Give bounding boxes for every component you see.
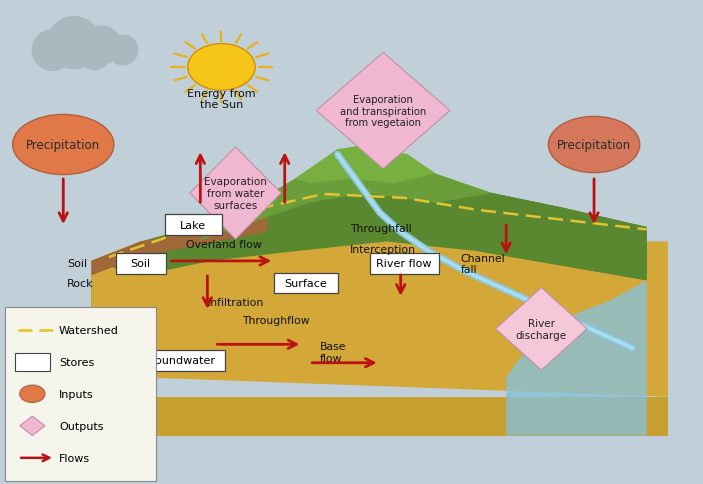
Polygon shape [197, 150, 534, 242]
Polygon shape [91, 218, 267, 276]
Text: Inputs: Inputs [59, 389, 93, 399]
Text: Outputs: Outputs [59, 421, 103, 431]
Ellipse shape [47, 17, 101, 70]
Polygon shape [91, 261, 141, 339]
Polygon shape [295, 145, 436, 184]
Text: Channel
fall: Channel fall [460, 253, 505, 274]
Polygon shape [20, 416, 45, 436]
Polygon shape [496, 288, 587, 370]
Ellipse shape [32, 30, 74, 72]
Text: Throughflow: Throughflow [243, 316, 310, 325]
Polygon shape [91, 242, 668, 397]
Text: Infiltration: Infiltration [207, 298, 264, 307]
Text: Throughfall: Throughfall [350, 224, 412, 233]
Ellipse shape [79, 40, 110, 71]
Text: Groundwater: Groundwater [143, 356, 216, 365]
Text: Rock: Rock [67, 278, 93, 288]
Ellipse shape [13, 115, 114, 175]
Polygon shape [91, 242, 141, 397]
Text: Overland flow: Overland flow [186, 240, 262, 249]
Text: Evaporation
and transpiration
from vegetaion: Evaporation and transpiration from veget… [340, 95, 426, 128]
FancyBboxPatch shape [115, 254, 166, 274]
Text: Lake: Lake [180, 220, 207, 230]
Polygon shape [190, 148, 281, 240]
Polygon shape [506, 281, 647, 436]
Circle shape [188, 45, 255, 91]
Ellipse shape [548, 117, 640, 173]
Text: Energy from
the Sun: Energy from the Sun [187, 89, 256, 110]
Text: Evaporation
from water
surfaces: Evaporation from water surfaces [204, 177, 267, 210]
Text: Watershed: Watershed [59, 325, 119, 335]
FancyBboxPatch shape [274, 273, 338, 293]
Text: Interception: Interception [350, 244, 416, 254]
Text: Base
flow: Base flow [320, 342, 347, 363]
FancyBboxPatch shape [5, 307, 156, 481]
Text: Flows: Flows [59, 453, 90, 463]
FancyBboxPatch shape [15, 353, 50, 371]
FancyBboxPatch shape [370, 254, 439, 274]
Polygon shape [422, 194, 647, 281]
Circle shape [20, 385, 45, 403]
Ellipse shape [82, 26, 122, 66]
Ellipse shape [108, 35, 138, 66]
FancyBboxPatch shape [165, 214, 222, 236]
Polygon shape [91, 397, 668, 436]
Polygon shape [91, 319, 141, 378]
Polygon shape [91, 184, 647, 281]
FancyBboxPatch shape [134, 350, 225, 371]
Text: Surface: Surface [285, 278, 327, 288]
Text: Soil: Soil [131, 259, 150, 269]
Text: River
discharge: River discharge [516, 318, 567, 340]
Text: Stores: Stores [59, 357, 94, 367]
Polygon shape [316, 53, 450, 169]
Text: Precipitation: Precipitation [26, 139, 101, 151]
Text: River flow: River flow [377, 259, 432, 269]
Ellipse shape [177, 221, 224, 234]
Text: Precipitation: Precipitation [557, 139, 631, 151]
Text: Soil: Soil [67, 259, 87, 269]
